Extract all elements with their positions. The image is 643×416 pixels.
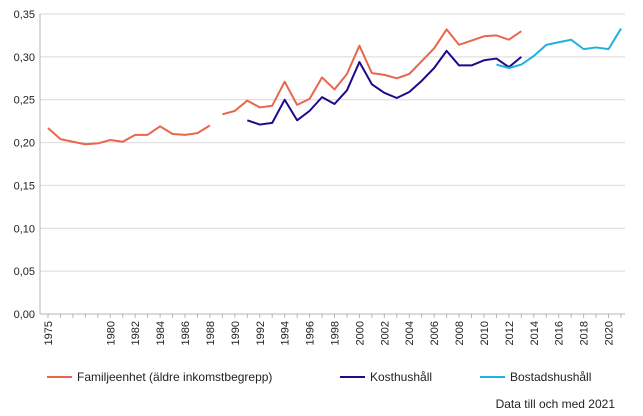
footnote: Data till och med 2021 bbox=[496, 397, 616, 411]
x-tick-label: 2014 bbox=[529, 321, 541, 345]
x-tick-label: 2010 bbox=[479, 321, 491, 345]
x-tick-label: 1990 bbox=[230, 321, 242, 345]
x-tick-label: 1982 bbox=[130, 321, 142, 345]
legend-label: Bostadshushåll bbox=[510, 370, 591, 384]
series-lines bbox=[47, 28, 622, 146]
x-tick-label: 2002 bbox=[379, 321, 391, 345]
series-line-1 bbox=[47, 124, 211, 146]
legend-label: Kosthushåll bbox=[370, 370, 432, 384]
x-tick-label: 2006 bbox=[429, 321, 441, 345]
y-tick-label: 0,10 bbox=[14, 223, 35, 235]
series-line-2 bbox=[246, 49, 522, 126]
x-tick-label: 2000 bbox=[354, 321, 366, 345]
x-tick-label: 2018 bbox=[579, 321, 591, 345]
y-tick-label: 0,25 bbox=[14, 95, 35, 107]
y-tick-label: 0,35 bbox=[14, 9, 35, 21]
x-tick-label: 1984 bbox=[155, 321, 167, 345]
x-tick-label: 2020 bbox=[604, 321, 616, 345]
x-tick-label: 1975 bbox=[43, 321, 55, 345]
series-line-1 bbox=[222, 28, 522, 116]
legend: Familjeenhet (äldre inkomstbegrepp) Kosth… bbox=[47, 370, 591, 384]
y-tick-label: 0,30 bbox=[14, 52, 35, 64]
y-tick-label: 0,20 bbox=[14, 138, 35, 150]
series-line-3 bbox=[496, 28, 622, 69]
y-axis: 0,00 0,05 0,10 0,15 0,20 0,25 0,30 0,35 bbox=[14, 9, 41, 321]
x-tick-label: 2008 bbox=[454, 321, 466, 345]
y-tick-label: 0,05 bbox=[14, 266, 35, 278]
x-tick-label: 1988 bbox=[205, 321, 217, 345]
legend-label: Familjeenhet (äldre inkomstbegrepp) bbox=[77, 370, 272, 384]
grid-lines bbox=[40, 13, 625, 315]
x-tick-label: 2016 bbox=[554, 321, 566, 345]
x-tick-label: 1996 bbox=[305, 321, 317, 345]
x-tick-label: 2012 bbox=[504, 321, 516, 345]
x-tick-label: 1994 bbox=[280, 321, 292, 345]
y-tick-label: 0,00 bbox=[14, 309, 35, 321]
x-tick-label: 1980 bbox=[105, 321, 117, 345]
x-axis: 1975 1980 1982 1984 1986 1988 1990 1992 1994 1996… bbox=[43, 314, 622, 345]
x-tick-label: 1992 bbox=[255, 321, 267, 345]
x-tick-label: 1998 bbox=[330, 321, 342, 345]
y-tick-label: 0,15 bbox=[14, 180, 35, 192]
x-tick-label: 1986 bbox=[180, 321, 192, 345]
x-tick-label: 2004 bbox=[404, 321, 416, 345]
